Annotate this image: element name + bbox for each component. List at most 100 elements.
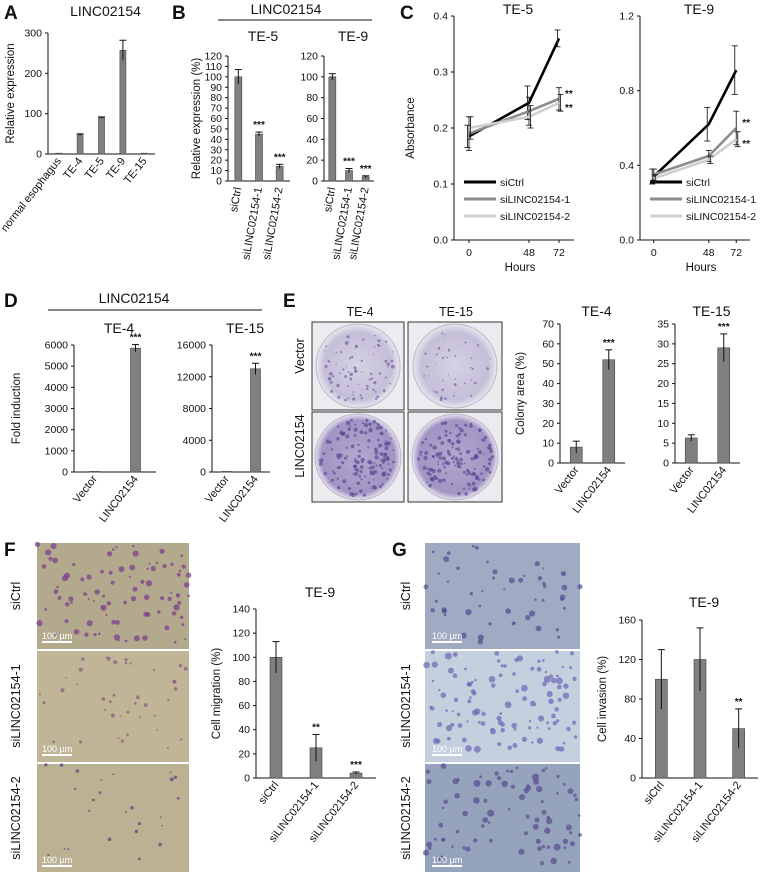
cell-spot	[130, 596, 137, 602]
cell-spot	[470, 680, 474, 684]
cell-spot	[521, 684, 528, 692]
cell-spot	[546, 817, 553, 825]
cell-spot	[124, 661, 128, 665]
cell-spot	[386, 362, 390, 366]
cell-spot	[114, 619, 120, 625]
cell-spot	[153, 714, 156, 717]
x-tick-label: 0	[651, 247, 657, 259]
y-tick-label: 20	[210, 155, 222, 167]
cell-spot	[125, 811, 128, 814]
cell-spot	[360, 359, 363, 362]
panel-b-group-title: LINC02154	[251, 1, 322, 17]
cell-spot	[354, 492, 358, 496]
cell-spot	[448, 439, 452, 442]
cell-spot	[374, 334, 376, 337]
cell-spot	[381, 483, 384, 486]
cell-spot	[369, 470, 373, 474]
cell-spot	[372, 420, 377, 424]
cell-spot	[432, 445, 437, 450]
significance-label: ***	[250, 351, 262, 362]
cell-spot	[432, 738, 439, 744]
cell-spot	[440, 422, 444, 426]
cell-spot	[518, 577, 524, 583]
cell-spot	[464, 341, 467, 344]
cell-spot	[352, 393, 355, 396]
cell-spot	[48, 556, 53, 562]
cell-spot	[481, 711, 486, 717]
cell-spot	[86, 574, 92, 580]
cell-spot	[557, 684, 562, 690]
cell-spot	[543, 675, 551, 683]
series-line	[652, 69, 738, 178]
cell-spot	[471, 481, 476, 486]
cell-spot	[540, 799, 544, 804]
cell-spot	[177, 600, 182, 605]
cell-spot	[134, 829, 139, 834]
y-tick-label: 80	[238, 676, 250, 688]
chart-f: TE-9 0 20 40 60 80 100 120 140 Cell migration (%)…	[211, 584, 376, 845]
cell-spot	[359, 470, 363, 474]
cell-spot	[117, 737, 120, 740]
cell-spot	[444, 652, 452, 660]
cell-spot	[370, 372, 373, 375]
series-line	[468, 101, 560, 130]
cell-spot	[451, 482, 454, 486]
cell-spot	[481, 438, 486, 442]
y-tick-label: 100	[232, 652, 250, 664]
cell-spot	[462, 846, 466, 850]
cell-spot	[470, 422, 473, 425]
cell-spot	[497, 776, 502, 781]
cell-spot	[528, 726, 532, 730]
bar	[602, 359, 616, 464]
panel-g-row-si2: siLINC02154-2	[399, 776, 413, 859]
x-axis-label: Hours	[686, 262, 717, 274]
cell-spot	[78, 667, 83, 672]
cell-spot	[534, 817, 540, 823]
cell-spot	[132, 586, 138, 592]
cell-spot	[357, 384, 359, 386]
cell-spot	[453, 697, 459, 702]
y-axis-label: Relative expression (%)	[191, 58, 203, 180]
chart-title: TE-5	[503, 1, 534, 17]
cell-spot	[324, 349, 326, 352]
cell-spot	[546, 691, 553, 697]
cell-spot	[553, 843, 561, 851]
cell-spot	[499, 712, 503, 715]
cell-spot	[327, 377, 332, 381]
cell-spot	[349, 492, 354, 497]
cell-spot	[532, 823, 539, 830]
y-tick-label: 60	[238, 700, 250, 712]
cell-spot	[531, 741, 534, 744]
cell-spot	[173, 775, 178, 780]
significance-label: ***	[274, 152, 286, 163]
y-tick-label: 25	[657, 358, 669, 370]
cell-spot	[494, 651, 500, 656]
cell-spot	[364, 431, 368, 435]
cell-spot	[524, 831, 528, 836]
y-tick-label: 0	[663, 458, 669, 470]
cell-spot	[161, 824, 164, 827]
cell-spot	[454, 792, 460, 799]
cell-spot	[36, 620, 43, 627]
cell-spot	[447, 374, 450, 376]
y-tick-label: 0	[244, 773, 250, 785]
cell-spot	[111, 548, 115, 551]
cell-spot	[383, 453, 387, 457]
cell-spot	[47, 854, 50, 857]
cell-spot	[382, 471, 387, 476]
cell-spot	[373, 381, 377, 385]
cell-spot	[478, 428, 482, 432]
cell-spot	[498, 673, 503, 678]
cell-spot	[470, 357, 473, 360]
cell-spot	[438, 456, 442, 460]
cell-spot	[424, 451, 429, 455]
cell-spot	[456, 712, 461, 717]
cell-spot	[329, 372, 333, 376]
cell-spot	[550, 857, 557, 865]
cell-spot	[325, 345, 328, 348]
y-tick-label: 50	[210, 123, 222, 135]
x-tick-label: 48	[703, 247, 715, 259]
cell-spot	[386, 441, 391, 446]
cell-spot	[537, 846, 542, 851]
bar	[275, 166, 284, 182]
